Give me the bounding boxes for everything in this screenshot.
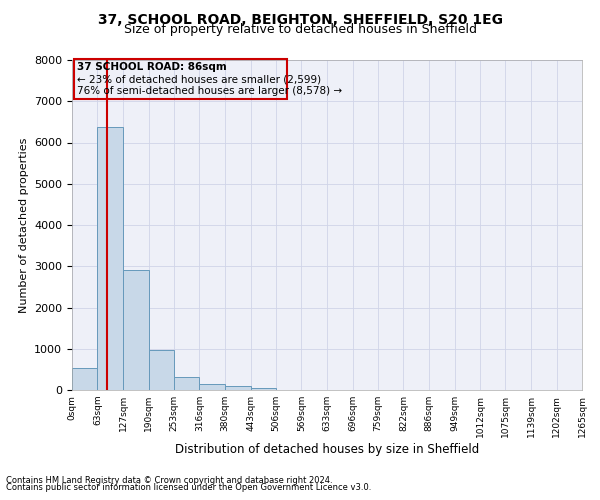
Bar [225, 386, 251, 390]
Text: Size of property relative to detached houses in Sheffield: Size of property relative to detached ho… [124, 22, 476, 36]
Bar [149, 350, 174, 390]
Bar [123, 270, 149, 390]
Text: ← 23% of detached houses are smaller (2,599): ← 23% of detached houses are smaller (2,… [77, 74, 321, 84]
Y-axis label: Number of detached properties: Number of detached properties [19, 138, 29, 312]
Bar [174, 377, 199, 390]
Bar [199, 384, 225, 390]
Text: 37, SCHOOL ROAD, BEIGHTON, SHEFFIELD, S20 1EG: 37, SCHOOL ROAD, BEIGHTON, SHEFFIELD, S2… [97, 12, 503, 26]
Bar [251, 388, 276, 390]
Bar [74, 59, 287, 99]
Text: Contains HM Land Registry data © Crown copyright and database right 2024.: Contains HM Land Registry data © Crown c… [6, 476, 332, 485]
Text: 76% of semi-detached houses are larger (8,578) →: 76% of semi-detached houses are larger (… [77, 86, 342, 96]
X-axis label: Distribution of detached houses by size in Sheffield: Distribution of detached houses by size … [175, 442, 479, 456]
Bar [72, 368, 97, 390]
Text: 37 SCHOOL ROAD: 86sqm: 37 SCHOOL ROAD: 86sqm [77, 62, 227, 72]
Bar [97, 127, 123, 390]
Text: Contains public sector information licensed under the Open Government Licence v3: Contains public sector information licen… [6, 484, 371, 492]
